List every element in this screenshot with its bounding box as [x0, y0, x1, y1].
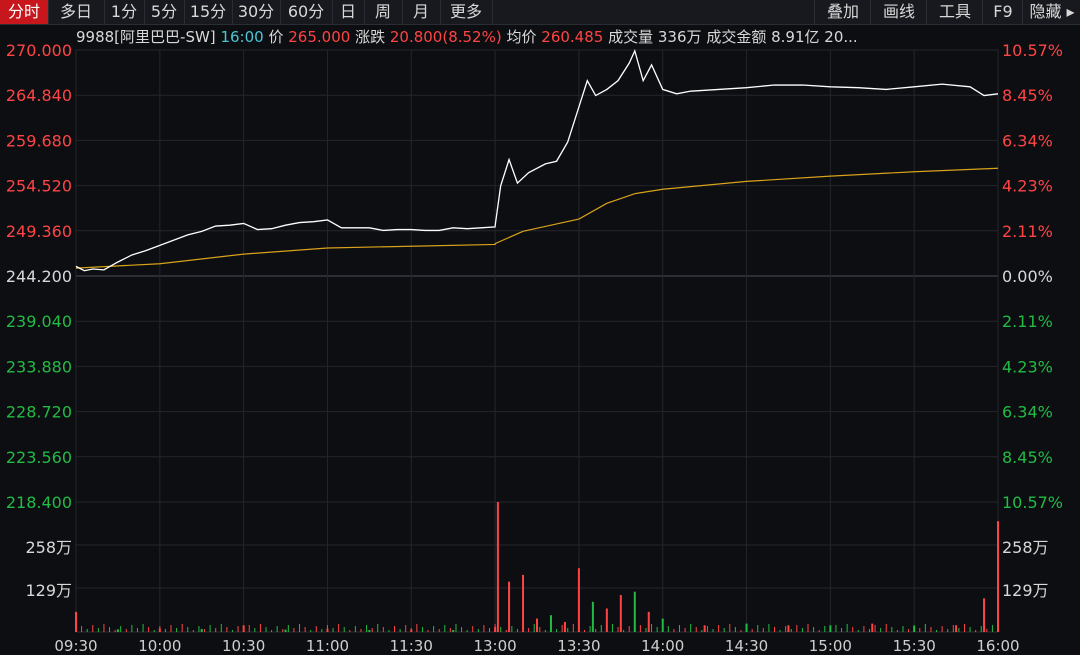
price-label: 价 [268, 28, 284, 46]
draw-line-button[interactable]: 画线 [870, 0, 927, 24]
stock-code-name: 9988[阿里巴巴-SW] [76, 28, 216, 46]
tab-4[interactable]: 15分 [184, 0, 233, 24]
avg-price-line [75, 167, 999, 269]
x-tick: 13:00 [473, 637, 516, 655]
vol-tick-right: 129万 [1002, 581, 1049, 600]
tab-1[interactable]: 多日 [48, 0, 105, 24]
avg-label: 均价 [506, 28, 537, 46]
price-value: 265.000 [288, 28, 351, 46]
y-tick-left: 270.000 [6, 41, 72, 60]
y-tick-right: 6.34% [1002, 403, 1053, 422]
x-tick: 13:30 [557, 637, 600, 655]
amount-value: 8.91亿 [771, 28, 820, 46]
x-tick: 14:00 [641, 637, 684, 655]
y-tick-right: 4.23% [1002, 357, 1053, 376]
quote-info-bar: 9988[阿里巴巴-SW] 16:00 价 265.000 涨跌 20.800(… [76, 26, 858, 48]
quote-time: 16:00 [220, 28, 264, 46]
x-tick: 15:00 [809, 637, 852, 655]
vol-tick-left: 258万 [25, 538, 72, 557]
y-tick-left: 259.680 [6, 131, 72, 150]
x-tick: 15:30 [893, 637, 936, 655]
tab-3[interactable]: 5分 [144, 0, 185, 24]
y-tick-left: 254.520 [6, 177, 72, 196]
price-line [75, 48, 999, 272]
y-tick-right: 10.57% [1002, 41, 1063, 60]
tab-2[interactable]: 1分 [104, 0, 145, 24]
tab-8[interactable]: 周 [364, 0, 403, 24]
x-tick: 14:30 [725, 637, 768, 655]
change-label: 涨跌 [355, 28, 386, 46]
overlay-button[interactable]: 叠加 [814, 0, 871, 24]
tab-6[interactable]: 60分 [280, 0, 333, 24]
x-tick: 10:30 [222, 637, 265, 655]
x-tick: 16:00 [976, 637, 1019, 655]
vol-tick-right: 258万 [1002, 538, 1049, 557]
volume-label: 成交量 [608, 28, 654, 46]
volume-value: 336万 [657, 28, 702, 46]
tab-5[interactable]: 30分 [232, 0, 281, 24]
x-tick: 11:00 [306, 637, 349, 655]
avg-value: 260.485 [541, 28, 604, 46]
y-tick-left: 228.720 [6, 403, 72, 422]
x-tick: 10:00 [138, 637, 181, 655]
amount-label: 成交金额 [706, 28, 767, 46]
y-tick-left: 218.400 [6, 493, 72, 512]
tab-10[interactable]: 更多 [440, 0, 493, 24]
y-tick-right: 10.57% [1002, 493, 1063, 512]
vol-tick-left: 129万 [25, 581, 72, 600]
y-tick-left: 244.200 [6, 267, 72, 286]
tools-button[interactable]: 工具 [926, 0, 983, 24]
y-tick-left: 239.040 [6, 312, 72, 331]
y-tick-right: 0.00% [1002, 267, 1053, 286]
period-toolbar: 分时 多日 1分 5分 15分 30分 60分日周月更多 叠加 画线 工具 F9 隐藏 ▸ [0, 0, 1080, 25]
y-tick-right: 6.34% [1002, 131, 1053, 150]
tab-9[interactable]: 月 [402, 0, 441, 24]
f9-button[interactable]: F9 [982, 0, 1023, 24]
y-tick-right: 8.45% [1002, 86, 1053, 105]
y-tick-left: 233.880 [6, 357, 72, 376]
tab-0[interactable]: 分时 [0, 0, 49, 24]
change-value: 20.800(8.52%) [389, 28, 502, 46]
y-tick-right: 8.45% [1002, 448, 1053, 467]
y-tick-left: 264.840 [6, 86, 72, 105]
extra-value: 20... [824, 28, 858, 46]
y-tick-right: 4.23% [1002, 177, 1053, 196]
tab-7[interactable]: 日 [332, 0, 365, 24]
y-tick-left: 223.560 [6, 448, 72, 467]
y-tick-right: 2.11% [1002, 222, 1053, 241]
y-tick-left: 249.360 [6, 222, 72, 241]
x-tick: 09:30 [54, 637, 97, 655]
hide-button[interactable]: 隐藏 ▸ [1022, 0, 1080, 24]
y-tick-right: 2.11% [1002, 312, 1053, 331]
x-tick: 11:30 [390, 637, 433, 655]
